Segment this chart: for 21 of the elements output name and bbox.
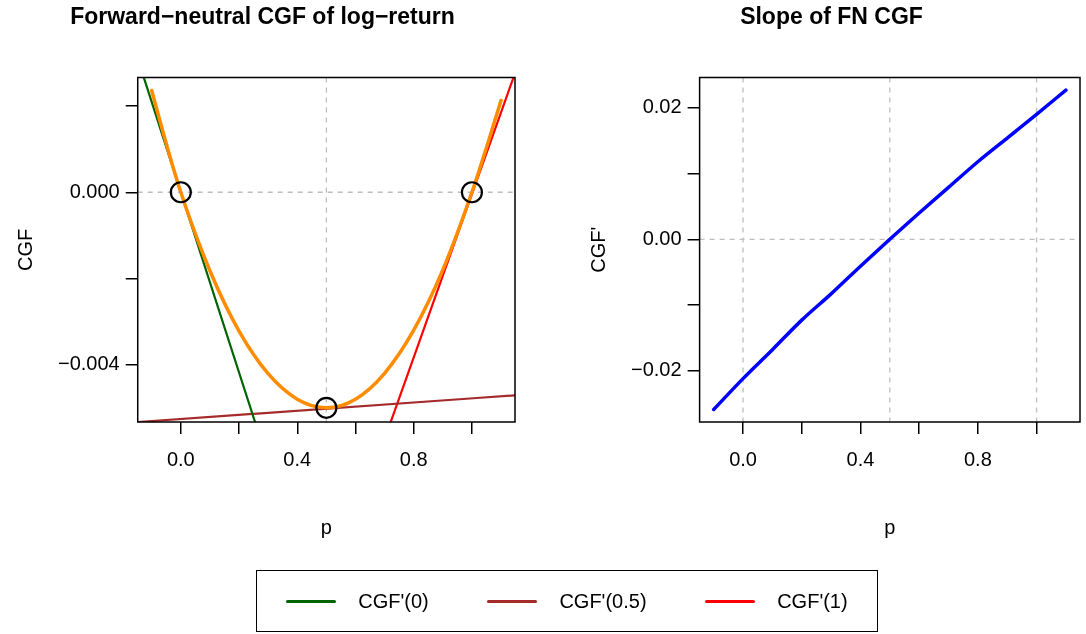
chart-title: Forward−neutral CGF of log−return — [70, 3, 455, 30]
chart-title: Slope of FN CGF — [740, 3, 923, 30]
y-axis-title: CGF — [13, 228, 36, 271]
y-axis-title: CGF' — [586, 226, 609, 273]
legend-label: CGF'(0.5) — [559, 589, 647, 613]
x-tick-label: 0.8 — [963, 447, 992, 470]
x-axis-title: p — [884, 515, 896, 538]
y-tick-label: 0.00 — [642, 226, 682, 249]
y-tick-label: −0.02 — [631, 358, 682, 381]
y-tick-label: 0.02 — [642, 95, 682, 118]
x-axis-title: p — [320, 515, 332, 538]
y-tick-label: 0.000 — [69, 179, 120, 202]
x-tick-label: 0.0 — [166, 447, 195, 470]
legend-label: CGF'(0) — [358, 589, 429, 613]
x-tick-label: 0.4 — [283, 447, 312, 470]
x-tick-label: 0.8 — [399, 447, 428, 470]
y-tick-label: −0.004 — [57, 352, 120, 375]
line-series — [711, 88, 1068, 412]
x-tick-label: 0.4 — [846, 447, 875, 470]
legend-label: CGF'(1) — [777, 589, 848, 613]
x-tick-label: 0.0 — [729, 447, 757, 470]
